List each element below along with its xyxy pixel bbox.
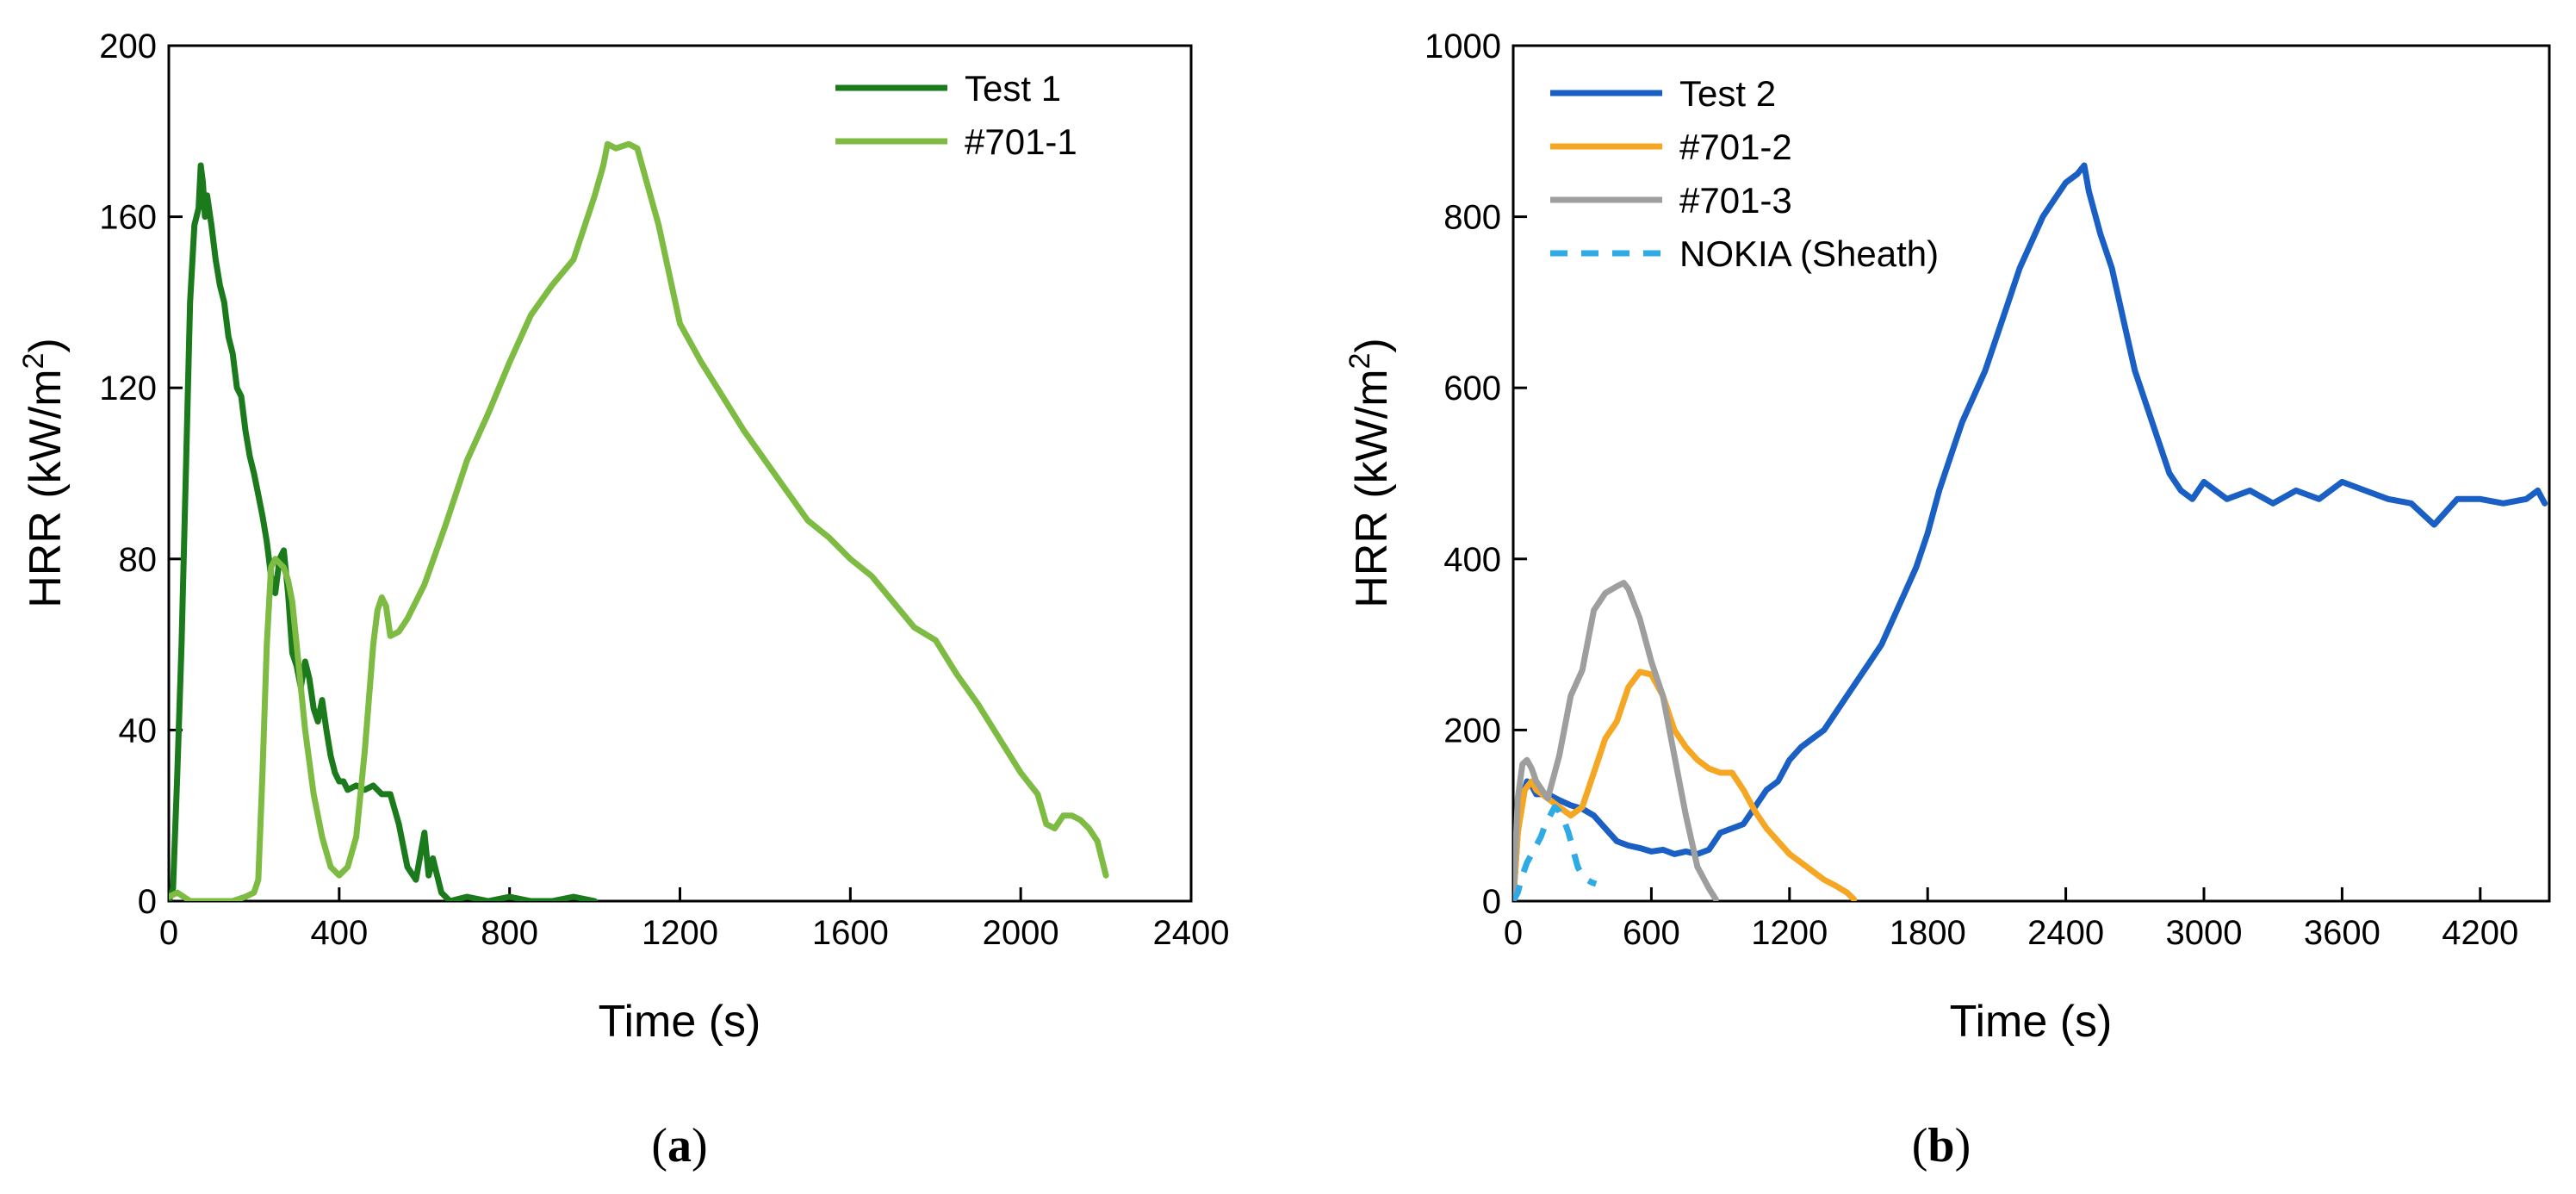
x-tick-label: 1600 <box>812 914 889 952</box>
x-tick-label: 2000 <box>983 914 1059 952</box>
x-tick-label: 4200 <box>2442 914 2518 952</box>
panel-b-chart: 0 600 1200 1800 2400 3000 3600 4200 0 200 400 600 80… <box>1344 28 2551 1172</box>
x-tick-label: 0 <box>159 914 178 952</box>
panel-b-plot-frame <box>1511 44 2551 903</box>
panel-a-chart: 0 400 800 1200 1600 2000 2400 0 40 80 120 160 200 Te… <box>17 28 1229 1172</box>
panel-a-y-axis-title-main: HRR (kW/m <box>21 369 71 607</box>
y-tick-label: 600 <box>1443 370 1501 407</box>
x-tick-label: 0 <box>1504 914 1523 952</box>
panel-b-series <box>1513 162 2548 901</box>
y-tick-label: 40 <box>119 712 158 749</box>
legend-label: #701-3 <box>1679 180 1792 221</box>
x-tick-label: 2400 <box>2027 914 2104 952</box>
y-tick-label: 200 <box>99 28 157 65</box>
y-tick-label: 120 <box>99 370 157 407</box>
x-tick-label: 600 <box>1623 914 1680 952</box>
panel-a-label: (a) <box>651 1119 707 1172</box>
legend-label: Test 1 <box>965 68 1061 109</box>
y-tick-label: 800 <box>1443 199 1501 237</box>
panel-b-y-axis-title-main: HRR (kW/m <box>1347 369 1397 607</box>
panel-b-y-axis-title: HRR (kW/m2) <box>1344 338 1397 608</box>
panel-a-label-letter: a <box>667 1119 692 1172</box>
x-tick-label: 3000 <box>2166 914 2243 952</box>
panel-a-x-axis-title: Time (s) <box>599 997 761 1047</box>
x-tick-label: 800 <box>481 914 538 952</box>
panel-b-x-axis-title: Time (s) <box>1950 997 2113 1047</box>
legend-label: Test 2 <box>1679 73 1776 114</box>
panel-a-y-axis-title: HRR (kW/m2) <box>17 338 71 608</box>
y-tick-label: 0 <box>1482 883 1501 921</box>
panel-b-legend: Test 2 #701-2 #701-3 NOKIA (Sheath) <box>1550 73 1939 274</box>
y-tick-label: 80 <box>119 541 158 579</box>
x-tick-label: 1200 <box>642 914 718 952</box>
legend-label: NOKIA (Sheath) <box>1679 233 1939 274</box>
series-line-test-2 <box>1513 162 2548 901</box>
panel-b-y-axis-title-close: ) <box>1347 338 1397 352</box>
x-tick-label: 1200 <box>1751 914 1828 952</box>
panel-b-label: (b) <box>1912 1119 1971 1172</box>
y-tick-label: 1000 <box>1425 28 1501 65</box>
y-tick-label: 200 <box>1443 712 1501 749</box>
series-line-701-1 <box>169 140 1109 901</box>
x-tick-label: 2400 <box>1153 914 1230 952</box>
x-tick-label: 1800 <box>1890 914 1966 952</box>
panel-a-y-axis-title-close: ) <box>21 338 71 352</box>
panel-a-legend: Test 1 #701-1 <box>835 68 1077 162</box>
panel-b-ticks: 0 600 1200 1800 2400 3000 3600 4200 0 200 400 600 80… <box>1425 28 2518 952</box>
panel-a-y-axis-title-superscript: 2 <box>17 353 50 370</box>
panel-a-ticks: 0 400 800 1200 1600 2000 2400 0 40 80 120 160 200 <box>99 28 1229 952</box>
x-tick-label: 3600 <box>2304 914 2380 952</box>
y-tick-label: 0 <box>138 883 157 921</box>
x-tick-label: 400 <box>310 914 368 952</box>
legend-label: #701-1 <box>965 121 1077 162</box>
legend-label: #701-2 <box>1679 127 1792 167</box>
series-line-nokia-sheath <box>1513 804 1598 901</box>
series-line-701-3 <box>1513 580 1719 901</box>
y-tick-label: 160 <box>99 199 157 237</box>
y-tick-label: 400 <box>1443 541 1501 579</box>
series-line-701-2 <box>1513 669 1858 901</box>
panel-b-y-axis-title-superscript: 2 <box>1344 353 1376 370</box>
panel-a-series <box>169 140 1109 901</box>
panel-b-label-letter: b <box>1927 1119 1954 1172</box>
